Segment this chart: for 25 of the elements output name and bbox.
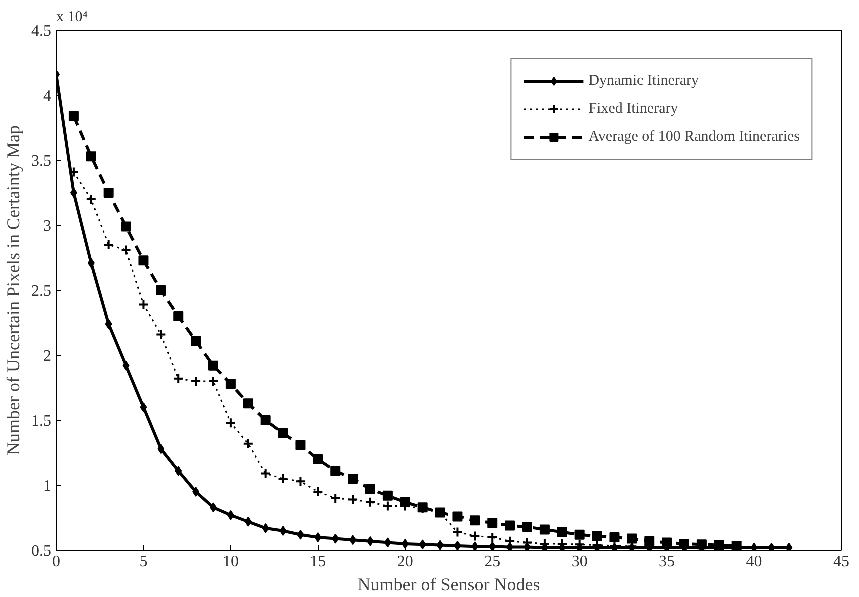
y-tick-label: 0.5 [32,543,52,560]
y-tick-label: 3 [44,218,52,235]
x-tick-label: 15 [310,554,326,570]
x-tick-label: 40 [746,554,762,570]
y-tick-label: 1 [44,478,52,495]
legend-label: Average of 100 Random Itineraries [588,128,800,146]
y-tick-label: 2 [44,348,52,365]
x-tick-label: 35 [659,554,676,570]
y-axis-title: Number of Uncertain Pixels in Certainty Map [4,126,24,456]
y-tick-label: 4.5 [32,23,52,40]
x-tick-label: 25 [484,554,501,570]
y-tick-label: 1.5 [32,413,52,430]
x-axis-title: Number of Sensor Nodes [358,574,540,594]
legend-label: Fixed Itinerary [588,100,678,118]
x-tick-label: 0 [52,554,60,570]
y-tick-label: 4 [44,88,52,105]
x-tick-label: 30 [572,554,588,570]
y-tick-label: 3.5 [32,153,52,170]
x-tick-label: 5 [140,554,148,570]
legend-label: Dynamic Itinerary [588,72,700,90]
x-tick-label: 10 [222,554,239,570]
y-tick-label: 2.5 [32,283,52,300]
x-tick-label: 45 [834,554,850,570]
text: x 10⁴ [56,10,88,26]
x-tick-label: 20 [397,554,414,570]
